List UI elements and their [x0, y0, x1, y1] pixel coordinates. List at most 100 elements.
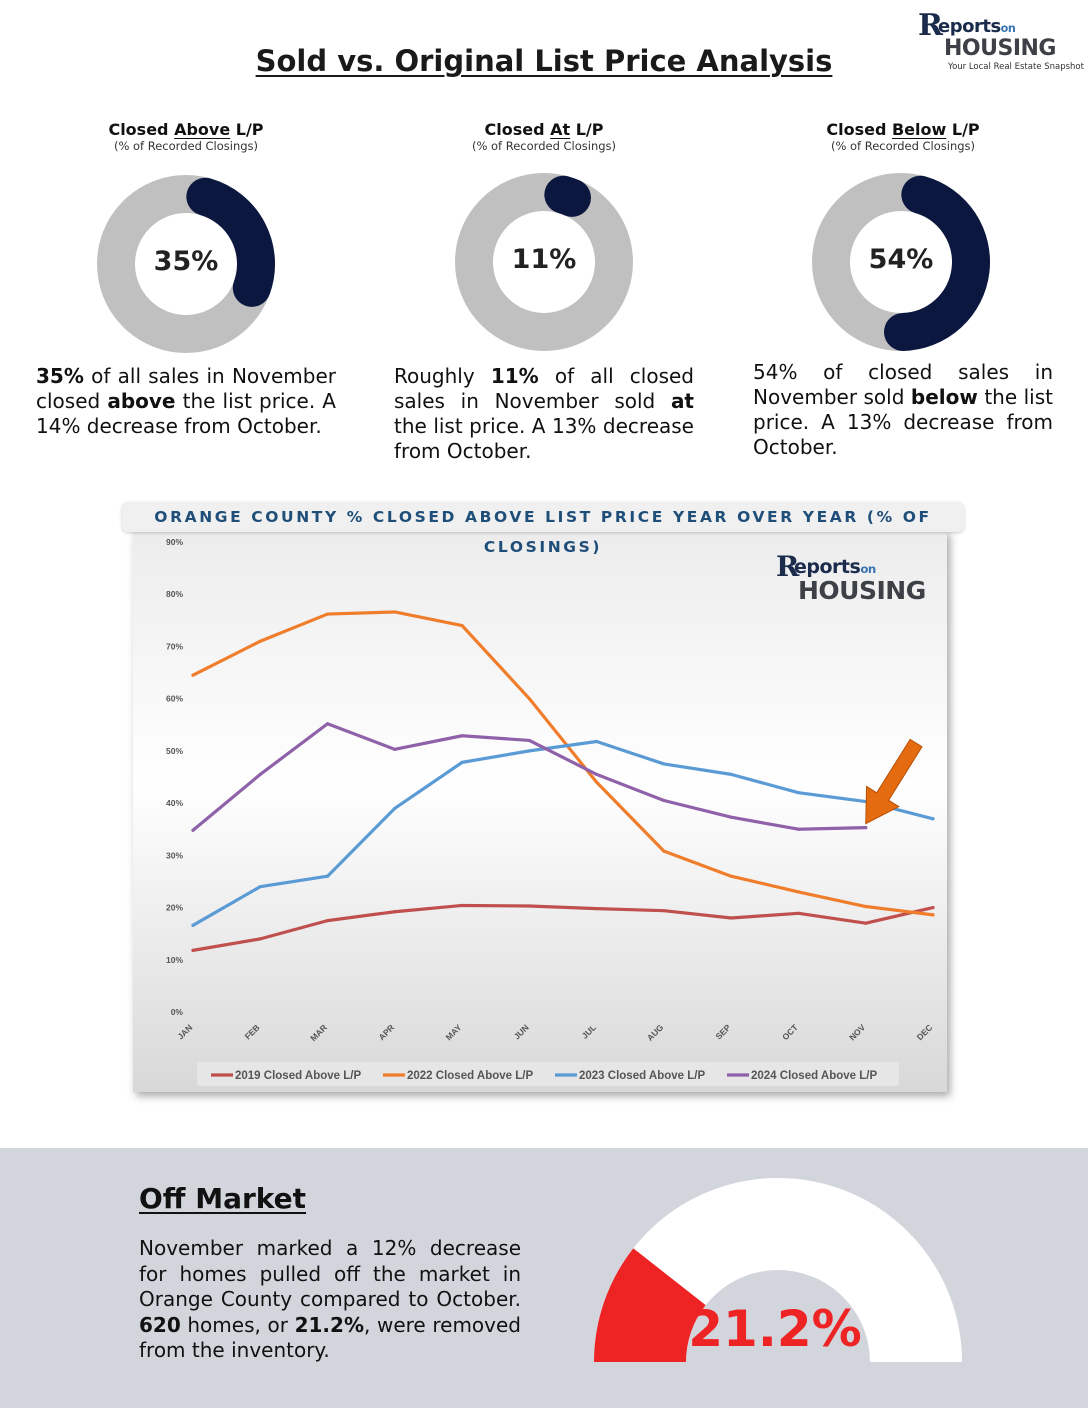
data-point	[325, 612, 330, 616]
legend-label: 2024 Closed Above L/P	[751, 1070, 877, 1082]
y-tick-label: 40%	[166, 798, 183, 808]
closed-below-description: 54% of closed sales in November sold bel…	[753, 360, 1053, 459]
closed-at-section: Closed At L/P (% of Recorded Closings) 1…	[394, 120, 694, 470]
x-tick-label: FEB	[243, 1022, 262, 1041]
data-point	[729, 772, 733, 776]
data-point	[191, 673, 195, 677]
closed-above-percent: 35%	[153, 246, 219, 277]
closed-below-section: Closed Below L/P (% of Recorded Closings…	[753, 120, 1053, 470]
off-market-title: Off Market	[139, 1182, 307, 1215]
logo-letter: R	[918, 8, 943, 43]
y-tick-label: 80%	[166, 589, 183, 599]
closed-at-title: Closed At L/P	[484, 120, 604, 139]
chart-logo-housing-text: HOUSING	[798, 576, 926, 605]
data-point	[864, 826, 868, 830]
data-point	[393, 747, 397, 751]
data-point	[796, 890, 801, 894]
off-market-description: November marked a 12% decrease for homes…	[139, 1236, 521, 1362]
data-point	[662, 762, 666, 766]
x-tick-label: NOV	[847, 1022, 867, 1042]
data-point	[864, 904, 868, 909]
data-point	[393, 806, 397, 810]
data-point	[931, 913, 935, 917]
data-point	[729, 874, 733, 878]
data-point	[258, 885, 262, 889]
chart-logo-letter: R	[776, 550, 800, 583]
y-tick-label: 70%	[166, 641, 183, 651]
data-point	[595, 739, 599, 744]
donut-value-arc	[186, 177, 275, 307]
data-point	[191, 828, 195, 832]
data-point	[662, 909, 666, 913]
data-point	[729, 916, 733, 920]
data-point	[796, 827, 801, 831]
logo-reports-text: eportson	[938, 16, 1016, 37]
data-point	[662, 849, 666, 853]
legend-label: 2023 Closed Above L/P	[579, 1070, 705, 1082]
closed-at-donut-chart	[455, 173, 633, 351]
closed-above-subtitle: (% of Recorded Closings)	[113, 139, 259, 153]
data-point	[931, 817, 935, 821]
closed-at-subtitle: (% of Recorded Closings)	[471, 139, 617, 153]
y-tick-label: 20%	[166, 903, 183, 913]
x-tick-label: DEC	[915, 1022, 935, 1042]
x-tick-label: OCT	[780, 1022, 800, 1042]
y-tick-label: 10%	[166, 955, 183, 965]
closed-above-description: 35% of all sales in November closed abov…	[36, 364, 336, 438]
logo-housing-text: HOUSING	[944, 36, 1056, 61]
line-chart: 0% 10% 20% 30% 40% 50% 60% 70% 80% 90% JAN FEB MAR AP…	[166, 537, 935, 1086]
off-market-gauge	[594, 1178, 962, 1364]
data-point	[460, 734, 464, 738]
y-tick-label: 50%	[166, 746, 183, 756]
data-point	[325, 874, 330, 878]
reports-on-housing-logo: R eportson HOUSING Your Local Real Estat…	[918, 8, 1088, 74]
legend-label: 2019 Closed Above L/P	[235, 1070, 361, 1082]
closed-at-description: Roughly 11% of all closed sales in Novem…	[394, 364, 694, 463]
data-point	[729, 815, 733, 819]
x-tick-label: APR	[376, 1022, 396, 1042]
series-line	[191, 903, 935, 952]
donut-value-arc	[544, 175, 591, 217]
chart-card: 0% 10% 20% 30% 40% 50% 60% 70% 80% 90% JAN FEB MAR AP…	[133, 530, 947, 1092]
x-tick-label: SEP	[713, 1022, 732, 1041]
y-tick-label: 90%	[166, 537, 183, 547]
data-point	[662, 798, 666, 803]
chart-logo: R eportson HOUSING	[776, 550, 936, 605]
donut-value-arc	[884, 175, 990, 351]
gauge-value-arc	[594, 1248, 707, 1364]
data-point	[393, 610, 397, 614]
x-tick-label: AUG	[645, 1022, 666, 1043]
data-point	[460, 623, 464, 628]
data-point	[325, 722, 330, 726]
data-point	[527, 749, 531, 753]
y-tick-label: 0%	[171, 1007, 184, 1017]
y-tick-label: 60%	[166, 694, 183, 704]
y-tick-label: 30%	[166, 850, 183, 860]
x-tick-label: MAR	[308, 1022, 329, 1043]
data-point	[258, 639, 262, 643]
x-tick-label: MAY	[444, 1022, 464, 1042]
data-point	[191, 948, 195, 952]
chart-logo-reports-text: eportson	[794, 556, 876, 578]
data-point	[796, 791, 801, 795]
data-point	[460, 903, 464, 908]
closed-below-donut-chart	[812, 173, 990, 351]
x-tick-label: JUL	[580, 1022, 598, 1040]
closed-above-donut-chart	[97, 175, 275, 353]
data-point	[325, 919, 330, 923]
data-point	[864, 921, 868, 925]
data-point	[191, 923, 195, 927]
data-point	[393, 910, 397, 914]
annotation-arrow	[865, 738, 923, 825]
closed-at-percent: 11%	[511, 244, 577, 275]
closed-above-section: Closed Above L/P (% of Recorded Closings…	[36, 120, 336, 470]
logo-tagline: Your Local Real Estate Snapshot	[948, 62, 1084, 72]
series-line	[191, 739, 935, 927]
chart-legend: 2019 Closed Above L/P 2022 Closed Above L…	[197, 1062, 899, 1086]
data-point	[460, 760, 464, 764]
legend-label: 2022 Closed Above L/P	[407, 1070, 533, 1082]
off-market-percent: 21.2%	[688, 1300, 862, 1358]
data-point	[796, 911, 801, 915]
closed-above-title: Closed Above L/P	[108, 120, 264, 139]
x-tick-label: JUN	[512, 1022, 531, 1041]
